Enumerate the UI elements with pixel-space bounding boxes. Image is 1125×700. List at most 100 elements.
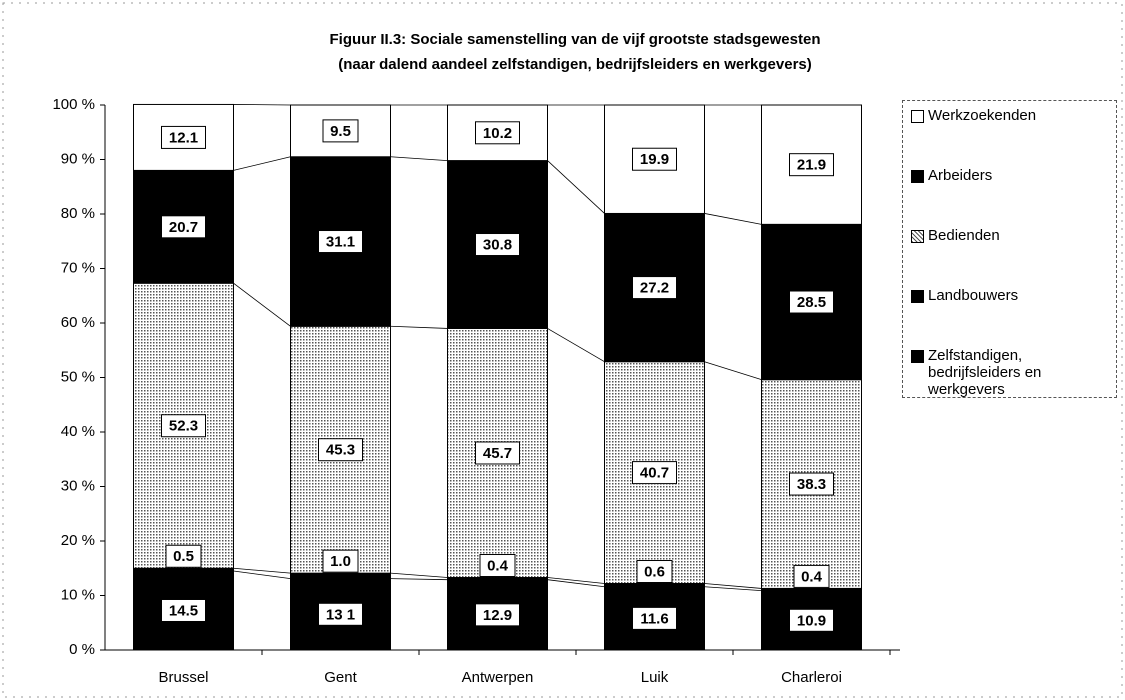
- legend-label: Werkzoekenden: [928, 107, 1037, 124]
- value-label: 10.9: [797, 612, 826, 629]
- connector-line: [233, 156, 291, 171]
- value-label: 27.2: [640, 280, 669, 297]
- value-label-box: [475, 233, 520, 257]
- x-tick-label: Charleroi: [781, 669, 842, 686]
- connector-line: [704, 583, 762, 589]
- value-label-box: [322, 119, 359, 143]
- value-label: 19.9: [640, 151, 669, 168]
- value-label: 14.5: [169, 602, 198, 619]
- value-label: 45.3: [326, 442, 355, 459]
- legend-swatch: [911, 350, 924, 363]
- y-tick-label: 0 %: [69, 641, 95, 658]
- legend-label: Arbeiders: [928, 167, 993, 184]
- value-label: 30.8: [483, 236, 512, 253]
- value-label: 31.1: [326, 233, 355, 250]
- value-label-box: [475, 121, 520, 145]
- bar-segment: [447, 327, 548, 579]
- legend: Werkzoekenden Arbeiders Bedienden Landbouwe…: [902, 100, 1117, 398]
- value-label: 0.4: [801, 568, 823, 585]
- legend-entry: Werkzoekenden: [911, 107, 1111, 124]
- connector-line: [390, 578, 448, 581]
- value-label-box: [318, 602, 363, 626]
- connector-line: [390, 572, 448, 578]
- x-tick-label: Antwerpen: [462, 669, 534, 686]
- value-label: 28.5: [797, 294, 826, 311]
- value-label: 45.7: [483, 445, 512, 462]
- value-label-box: [632, 461, 677, 485]
- connector-line: [233, 567, 291, 574]
- legend-label: Zelfstandigen, bedrijfsleiders en werkge…: [928, 347, 1042, 398]
- connector-line: [704, 361, 762, 381]
- bar-segment: [290, 572, 391, 580]
- value-label-box: [475, 441, 520, 465]
- value-label: 40.7: [640, 465, 669, 482]
- value-label-box: [161, 215, 206, 239]
- value-label: 0.6: [644, 563, 665, 580]
- value-label-box: [318, 230, 363, 254]
- value-label: 11.6: [640, 610, 668, 627]
- connector-line: [233, 104, 291, 106]
- value-label-box: [161, 414, 206, 438]
- y-tick-label: 20 %: [61, 532, 95, 549]
- x-tick-label: Luik: [641, 669, 669, 686]
- y-tick-label: 80 %: [61, 205, 95, 222]
- y-tick-label: 90 %: [61, 150, 95, 167]
- value-label: 0.5: [173, 548, 194, 565]
- value-label-box: [793, 564, 830, 588]
- value-label-box: [632, 147, 677, 171]
- value-label-box: [161, 125, 206, 149]
- value-label-box: [789, 608, 834, 632]
- value-label: 9.5: [330, 123, 351, 140]
- legend-entry: Bedienden: [911, 227, 1111, 244]
- legend-swatch: [911, 290, 924, 303]
- legend-swatch: [911, 230, 924, 243]
- value-label-box: [322, 549, 359, 573]
- value-label-box: [789, 153, 834, 177]
- value-label-box: [475, 603, 520, 627]
- legend-label: Landbouwers: [928, 287, 1019, 304]
- value-label-box: [165, 544, 202, 568]
- connector-line: [390, 325, 448, 329]
- value-label: 12.9: [483, 607, 512, 624]
- x-tick-label: Gent: [324, 669, 357, 686]
- value-label: 21.9: [797, 157, 826, 174]
- y-tick-label: 70 %: [61, 259, 95, 276]
- value-label-box: [636, 560, 673, 584]
- connector-line: [547, 160, 605, 214]
- value-label: 13 1: [326, 606, 355, 623]
- connector-line: [233, 570, 291, 580]
- value-label: 12.1: [169, 129, 198, 146]
- value-label-box: [789, 472, 834, 496]
- y-tick-label: 60 %: [61, 314, 95, 331]
- value-label: 1.0: [330, 553, 351, 570]
- value-label-box: [789, 290, 834, 314]
- y-tick-label: 50 %: [61, 368, 95, 385]
- legend-entry: Arbeiders: [911, 167, 1111, 184]
- legend-entry: Zelfstandigen, bedrijfsleiders en werkge…: [911, 347, 1111, 398]
- value-label-box: [479, 554, 516, 578]
- connector-line: [547, 328, 605, 363]
- x-tick-label: Brussel: [158, 669, 208, 686]
- value-label-box: [318, 438, 363, 462]
- connector-line: [390, 156, 448, 161]
- chart-subtitle: (naar dalend aandeel zelfstandigen, bedr…: [338, 56, 812, 73]
- legend-swatch: [911, 110, 924, 123]
- value-label-box: [161, 598, 206, 622]
- value-label: 52.3: [169, 418, 198, 435]
- value-label: 38.3: [797, 476, 826, 493]
- chart-title: Figuur II.3: Sociale samenstelling van d…: [330, 31, 821, 48]
- value-label: 10.2: [483, 125, 512, 142]
- legend-swatch: [911, 170, 924, 183]
- value-label-box: [632, 606, 677, 630]
- y-tick-label: 10 %: [61, 586, 95, 603]
- y-tick-label: 100 %: [52, 96, 95, 113]
- y-tick-label: 40 %: [61, 423, 95, 440]
- y-tick-label: 30 %: [61, 477, 95, 494]
- connector-line: [704, 586, 762, 591]
- connector-line: [233, 282, 291, 327]
- legend-entry: Landbouwers: [911, 287, 1111, 304]
- connector-line: [547, 577, 605, 584]
